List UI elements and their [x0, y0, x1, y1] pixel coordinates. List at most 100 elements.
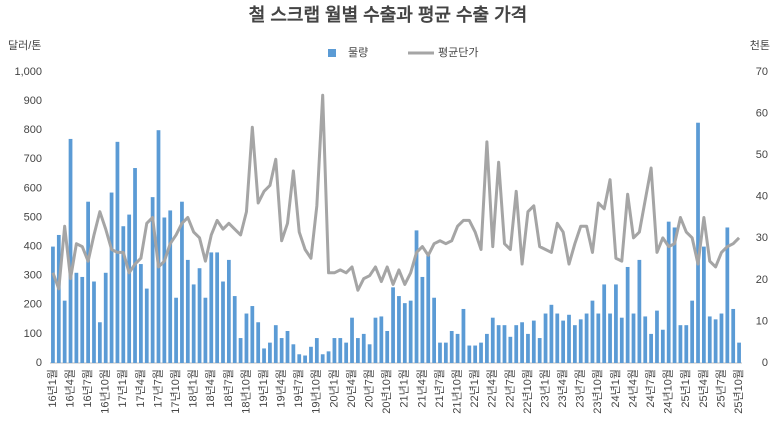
- bar: [303, 355, 307, 363]
- bar: [74, 272, 79, 363]
- bar: [531, 320, 536, 363]
- x-tick-label: 24년1월: [609, 369, 622, 408]
- bar: [320, 354, 325, 363]
- bar: [209, 252, 214, 363]
- bar: [273, 325, 278, 363]
- bar: [420, 276, 425, 363]
- bar: [637, 259, 642, 363]
- x-tick-label: 19년10월: [310, 369, 323, 414]
- bar: [268, 342, 272, 363]
- bar: [672, 227, 677, 363]
- x-tick-label: 18년7월: [222, 369, 235, 408]
- y-tick-label: 400: [24, 241, 42, 253]
- bar: [168, 210, 173, 363]
- y2-tick-label: 60: [756, 107, 768, 119]
- bar: [256, 322, 261, 363]
- bar: [226, 259, 231, 363]
- y2-tick-label: 30: [756, 232, 768, 244]
- bar: [643, 316, 648, 363]
- bar: [291, 344, 296, 363]
- bar: [608, 313, 612, 363]
- bar: [185, 259, 190, 363]
- x-tick-label: 19년1월: [257, 369, 270, 408]
- legend-label: 평균단가: [438, 46, 478, 59]
- y-tick-label: 500: [24, 211, 42, 223]
- bar: [197, 268, 202, 363]
- x-tick-label: 20년4월: [345, 369, 358, 408]
- x-tick-label: 25년7월: [714, 369, 727, 408]
- bar: [338, 338, 343, 363]
- bar: [356, 338, 360, 363]
- bar: [455, 333, 460, 363]
- bar: [109, 192, 114, 363]
- bar: [443, 342, 448, 363]
- x-tick-label: 22년1월: [468, 369, 481, 408]
- y-tick-label: 0: [36, 357, 42, 369]
- x-tick-label: 24년7월: [644, 369, 657, 408]
- bar: [614, 284, 618, 363]
- x-tick-label: 19년4월: [275, 369, 288, 408]
- bar: [584, 313, 589, 363]
- legend-swatch: [328, 49, 336, 57]
- bar: [449, 330, 454, 363]
- y-tick-label: 800: [24, 124, 42, 136]
- y-tick-label: 900: [24, 95, 42, 107]
- bar: [367, 344, 372, 363]
- y2-tick-label: 0: [762, 357, 768, 369]
- bar: [279, 338, 284, 363]
- bar: [725, 227, 730, 363]
- bar: [379, 316, 384, 363]
- x-tick-label: 20년10월: [380, 369, 393, 414]
- bar: [655, 310, 659, 363]
- bar: [496, 325, 501, 363]
- bar: [713, 319, 718, 363]
- x-tick-label: 17년10월: [169, 369, 182, 414]
- bar: [432, 297, 436, 363]
- bar: [232, 296, 237, 363]
- bar: [191, 284, 196, 363]
- y2-tick-label: 40: [756, 191, 768, 203]
- bar: [660, 329, 665, 363]
- bar: [596, 313, 601, 363]
- x-tick-label: 24년4월: [626, 369, 639, 408]
- bar: [508, 336, 513, 363]
- x-tick-label: 21년7월: [433, 369, 446, 408]
- x-tick-label: 21년10월: [450, 369, 463, 414]
- legend-label: 물량: [348, 46, 368, 59]
- line: [51, 93, 741, 292]
- x-tick-label: 21년4월: [415, 369, 428, 408]
- x-tick-label: 23년4월: [556, 369, 569, 408]
- bar: [262, 348, 266, 363]
- bar: [572, 325, 577, 363]
- bar: [567, 314, 571, 363]
- bar: [426, 255, 431, 363]
- y-tick-label: 700: [24, 153, 42, 165]
- x-tick-label: 16년4월: [63, 369, 76, 408]
- x-tick-label: 22년10월: [521, 369, 534, 414]
- x-tick-label: 23년10월: [591, 369, 604, 414]
- x-tick-label: 18년1월: [187, 369, 200, 408]
- bar: [103, 272, 108, 363]
- bar: [707, 316, 712, 363]
- x-tick-label: 22년7월: [503, 369, 516, 408]
- x-tick-label: 23년7월: [574, 369, 587, 408]
- bar: [314, 338, 319, 363]
- y-tick-label: 1,000: [14, 66, 42, 78]
- y2-tick-label: 70: [756, 66, 768, 78]
- bar: [250, 306, 255, 363]
- bar: [150, 197, 155, 363]
- x-tick-label: 25년4월: [697, 369, 710, 408]
- y2-axis-title: 천톤: [750, 38, 770, 52]
- bar: [326, 351, 331, 363]
- bar: [737, 342, 741, 363]
- bar: [702, 246, 706, 363]
- bar: [344, 342, 349, 363]
- bar: [649, 333, 653, 363]
- y2-tick-label: 20: [756, 274, 768, 286]
- x-tick-label: 16년10월: [99, 369, 112, 414]
- bar: [127, 214, 132, 363]
- bar: [561, 320, 566, 363]
- bar: [719, 313, 724, 363]
- bar: [68, 138, 73, 363]
